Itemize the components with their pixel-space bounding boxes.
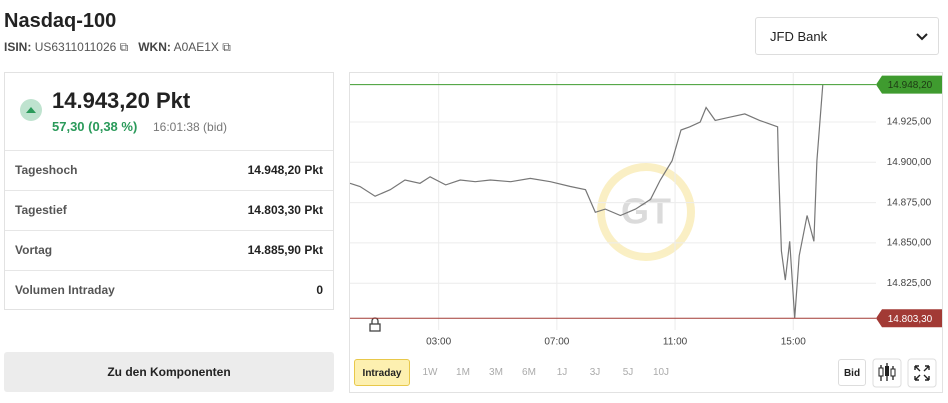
expand-icon[interactable] bbox=[907, 358, 937, 388]
candles-icon[interactable] bbox=[872, 358, 902, 388]
price-line bbox=[349, 84, 824, 319]
svg-text:GT: GT bbox=[621, 191, 671, 232]
lock-icon[interactable] bbox=[369, 317, 381, 332]
y-tick-label: 14.875,00 bbox=[887, 197, 932, 208]
stat-row: Volumen Intraday 0 bbox=[5, 270, 333, 310]
isin-label: ISIN: bbox=[4, 40, 32, 54]
stat-row: Tageshoch 14.948,20 Pkt bbox=[5, 150, 333, 190]
stat-label: Tageshoch bbox=[15, 163, 78, 177]
bank-name: JFD Bank bbox=[770, 29, 828, 44]
chevron bbox=[916, 33, 928, 41]
quote-time: 16:01:38 (bid) bbox=[153, 120, 228, 134]
quote-card bbox=[4, 72, 334, 310]
range-button[interactable]: 1J bbox=[556, 367, 568, 378]
stat-row: Vortag 14.885,90 Pkt bbox=[5, 230, 333, 270]
stat-label: Tagestief bbox=[15, 203, 67, 217]
range-button[interactable]: 3J bbox=[589, 367, 601, 378]
range-button[interactable]: Intraday bbox=[354, 359, 410, 386]
y-tick-label: 14.850,00 bbox=[887, 238, 932, 249]
range-button[interactable]: 1M bbox=[456, 367, 470, 378]
stat-value: 14.803,30 Pkt bbox=[247, 203, 323, 217]
reference-label: 14.948,20 bbox=[888, 80, 933, 91]
y-tick-label: 14.825,00 bbox=[887, 278, 932, 289]
stat-row: Tagestief 14.803,30 Pkt bbox=[5, 190, 333, 230]
bid-button[interactable]: Bid bbox=[838, 359, 866, 386]
x-tick-label: 07:00 bbox=[544, 337, 569, 348]
range-button[interactable]: 3M bbox=[489, 367, 503, 378]
x-tick-label: 03:00 bbox=[426, 337, 451, 348]
identifiers: ISIN: US6311011026 ⧉ WKN: A0AE1X ⧉ bbox=[4, 40, 231, 54]
isin: US6311011026 bbox=[34, 40, 117, 54]
range-button[interactable]: 5J bbox=[622, 367, 634, 378]
stat-label: Volumen Intraday bbox=[15, 283, 115, 297]
x-tick-label: 15:00 bbox=[781, 337, 806, 348]
watermark: GT bbox=[597, 163, 695, 261]
stat-value: 14.885,90 Pkt bbox=[247, 243, 323, 257]
wkn-label: WKN: bbox=[138, 40, 171, 54]
change: 57,30 (0,38 %) bbox=[52, 119, 138, 134]
price: 14.943,20 Pkt bbox=[52, 88, 191, 113]
reference-label: 14.803,30 bbox=[888, 314, 933, 325]
reference-badge bbox=[876, 309, 942, 328]
x-tick-label: 11:00 bbox=[663, 337, 688, 348]
components-button[interactable]: Zu den Komponenten bbox=[4, 352, 334, 392]
bank-select[interactable]: JFD Bank bbox=[755, 17, 939, 55]
range-button[interactable]: 6M bbox=[522, 367, 536, 378]
up-icon bbox=[20, 99, 42, 121]
title: Nasdaq-100 bbox=[4, 10, 117, 32]
y-tick-label: 14.900,00 bbox=[887, 157, 932, 168]
wkn: A0AE1X bbox=[173, 40, 219, 54]
y-tick-label: 14.925,00 bbox=[887, 117, 932, 128]
stat-value: 14.948,20 Pkt bbox=[247, 163, 323, 177]
chart-box bbox=[349, 72, 943, 393]
stat-label: Vortag bbox=[15, 243, 53, 257]
range-button[interactable]: 1W bbox=[422, 367, 438, 378]
reference-badge bbox=[876, 75, 942, 94]
stat-value: 0 bbox=[316, 283, 323, 297]
range-button[interactable]: 10J bbox=[652, 367, 670, 378]
